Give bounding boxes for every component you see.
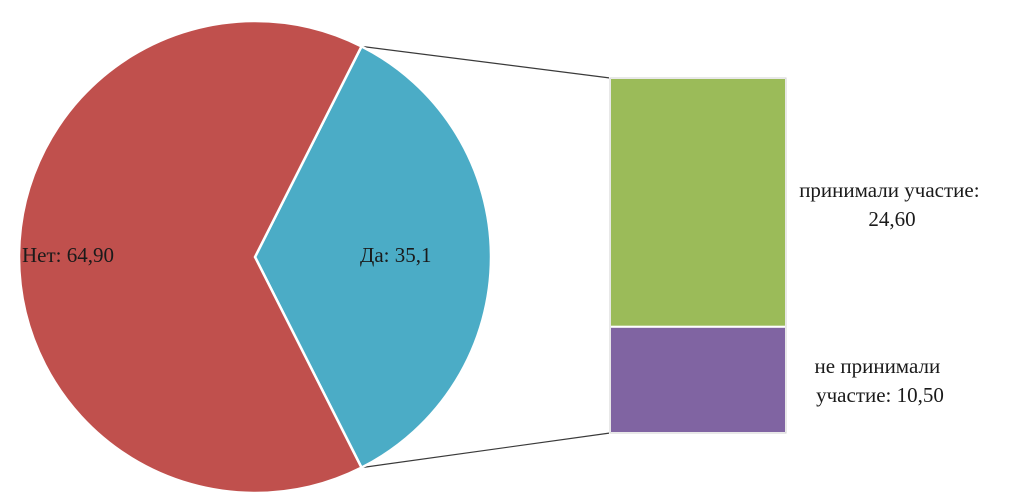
bar-frame: [609, 77, 787, 434]
pie-slice-yes: [253, 44, 493, 470]
breakdown-bar: [609, 77, 787, 434]
connector-line-bottom: [361, 432, 611, 469]
slice-label-no: Нет: 64,90: [22, 243, 114, 267]
bar-segment-not-participated: [609, 325, 787, 434]
bar-label-participated: принимали участие: 24,60: [799, 178, 985, 231]
bar-segment-participated: [609, 77, 787, 328]
connector-line-top: [361, 45, 611, 79]
slice-label-yes: Да: 35,1: [360, 243, 431, 267]
bar-label-not-participated: не принимали участие: 10,50: [815, 354, 946, 407]
connector-lines: [361, 45, 611, 469]
pie-slice-no: [17, 19, 364, 494]
pie: [17, 19, 493, 494]
